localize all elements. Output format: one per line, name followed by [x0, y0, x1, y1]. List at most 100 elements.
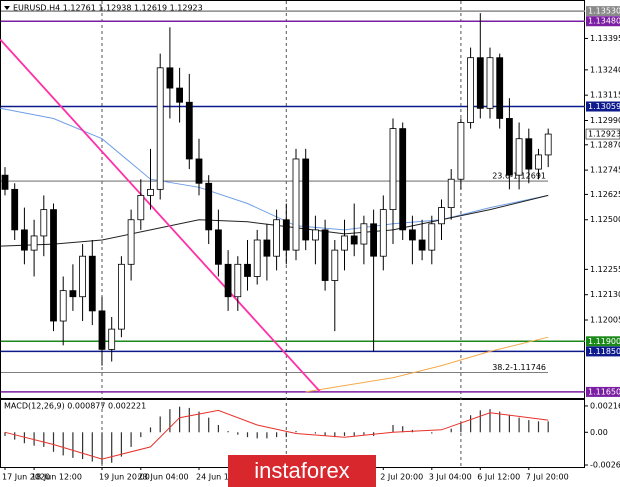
- y-tick-label: 1.12870: [590, 140, 620, 149]
- x-tick-label: 6 Jul 12:00: [477, 473, 520, 482]
- watermark-box: [228, 455, 376, 487]
- candle-body: [20, 229, 28, 251]
- candle-body: [525, 138, 533, 170]
- y-tick-label: 1.12745: [590, 166, 620, 175]
- level-tag: [586, 16, 620, 27]
- x-tick-label: 2 Jul 20:00: [380, 473, 423, 482]
- candle-body: [185, 101, 193, 160]
- candle-body: [447, 178, 455, 208]
- macd-tick-label: -0.002687: [590, 461, 620, 470]
- x-tick-label: 7 Jul 20:00: [526, 473, 569, 482]
- candle-body: [350, 235, 358, 245]
- overlay-line: [305, 336, 549, 393]
- candle-body: [176, 87, 184, 103]
- candle-body: [127, 219, 135, 265]
- candle-body: [205, 182, 213, 231]
- candle-body: [379, 209, 387, 257]
- candle-body: [166, 67, 174, 89]
- candle-body: [515, 138, 523, 176]
- last-price-label: 1.12923: [588, 130, 620, 139]
- candle-body: [147, 188, 154, 196]
- fib-label: 38.2-1.11746: [492, 363, 546, 372]
- candle-body: [486, 57, 494, 109]
- level-label: 1.13530: [588, 7, 620, 16]
- candle-body: [244, 263, 251, 277]
- y-tick-label: 1.12005: [590, 316, 620, 325]
- candle-body: [467, 57, 475, 123]
- candle-body: [302, 158, 310, 241]
- candle-body: [79, 255, 86, 298]
- y-tick-label: 1.12500: [590, 215, 620, 224]
- x-tick-label: 23 Jun 04:00: [138, 473, 189, 482]
- level-label: 1.11850: [588, 347, 620, 356]
- candle-body: [11, 188, 19, 231]
- candle-body: [428, 223, 436, 251]
- level-label: 1.11650: [588, 387, 620, 396]
- candle-body: [544, 133, 552, 156]
- x-tick-label: 3 Jul 04:00: [429, 473, 472, 482]
- candle-body: [360, 223, 368, 245]
- candle-body: [234, 263, 242, 298]
- level-tag: [586, 101, 620, 112]
- level-tag: [586, 386, 620, 397]
- macd-tick-label: 0.002161: [590, 401, 620, 410]
- y-tick-label: 1.12990: [590, 116, 620, 125]
- candle-body: [292, 158, 300, 251]
- y-tick-label: 1.12130: [590, 290, 620, 299]
- candle-body: [311, 229, 319, 241]
- signal-line: [4, 409, 549, 460]
- candle-body: [399, 128, 407, 231]
- candle-body: [253, 239, 261, 277]
- candle-body: [535, 154, 542, 170]
- candle-body: [331, 249, 339, 281]
- x-tick-label: 19 Jun 20:00: [99, 473, 150, 482]
- chart-title: EURUSD,H4 1.12761 1.12938 1.12619 1.1292…: [13, 4, 203, 13]
- candle-body: [98, 310, 106, 350]
- menu-icon: [4, 6, 10, 10]
- overlay-line: [0, 107, 549, 231]
- overlay-line: [0, 38, 321, 393]
- level-tag: [586, 336, 620, 347]
- price-frame: [0, 0, 585, 399]
- candle-body: [341, 235, 348, 251]
- candle-body: [438, 207, 445, 225]
- candle-body: [408, 229, 416, 241]
- last-price-tag: [585, 128, 620, 140]
- candle-body: [321, 229, 329, 281]
- candle-body: [282, 219, 290, 251]
- candle-body: [137, 195, 145, 221]
- candle-body: [59, 290, 67, 322]
- level-label: 1.13059: [588, 102, 620, 111]
- x-tick-label: 24 Jun 12:00: [196, 473, 247, 482]
- candle-body: [273, 219, 281, 257]
- candle-body: [195, 158, 203, 184]
- candle-body: [457, 122, 465, 180]
- candle-body: [69, 290, 77, 298]
- macd-title: MACD(12,26,9) 0.000877 0.002221: [4, 402, 146, 411]
- candle-body: [88, 255, 96, 312]
- candle-body: [505, 118, 513, 176]
- candle-body: [224, 263, 232, 298]
- candle-body: [418, 239, 426, 251]
- candle-body: [1, 174, 9, 190]
- y-tick-label: 1.13395: [590, 34, 620, 43]
- candle-body: [50, 209, 57, 322]
- level-tag: [586, 6, 620, 17]
- y-tick-label: 1.13115: [590, 91, 620, 100]
- watermark: instaforex: [254, 458, 349, 483]
- candle-body: [118, 263, 125, 330]
- candle-body: [108, 328, 116, 350]
- y-tick-label: 1.13240: [590, 65, 620, 74]
- level-label: 1.13480: [588, 17, 620, 26]
- candle-body: [40, 209, 48, 237]
- x-tick-label: 17 Jun 2020: [2, 473, 50, 482]
- overlay-line: [0, 194, 549, 247]
- level-label: 1.11900: [588, 337, 620, 346]
- candle-body: [496, 57, 504, 119]
- candle-body: [389, 128, 397, 211]
- macd-tick-label: 0.00: [590, 428, 608, 437]
- candle-body: [263, 239, 271, 257]
- y-tick-label: 1.12255: [590, 265, 620, 274]
- level-tag: [586, 346, 620, 357]
